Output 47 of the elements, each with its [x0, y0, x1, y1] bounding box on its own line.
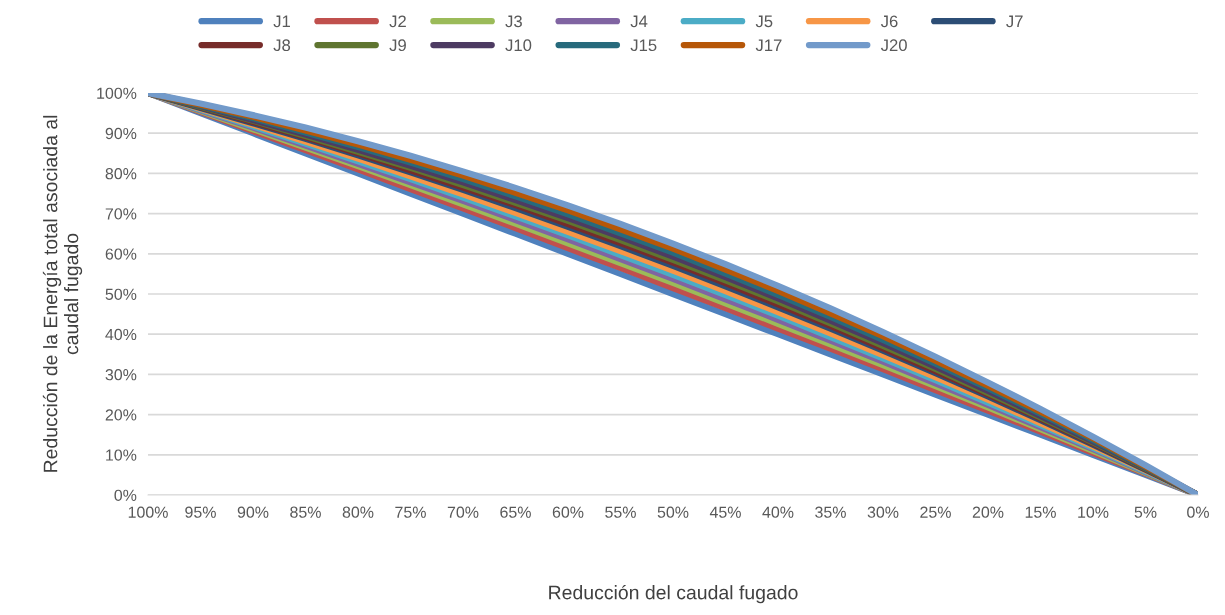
y-tick-label: 90%	[105, 127, 137, 140]
y-tick-label: 70%	[105, 208, 137, 220]
x-tick-label: 20%	[972, 506, 1004, 518]
x-tick-label: 40%	[762, 506, 794, 518]
y-tick-label: 80%	[105, 168, 137, 180]
legend-label: J17	[755, 39, 782, 52]
y-tick-label: 40%	[105, 328, 137, 341]
x-tick-label: 55%	[605, 506, 636, 518]
x-tick-label: 0%	[1187, 506, 1209, 518]
y-tick-label: 50%	[105, 288, 137, 300]
legend-label: J4	[630, 15, 648, 28]
y-tick-label: 60%	[105, 248, 137, 260]
x-tick-label: 95%	[185, 506, 216, 518]
x-tick-label: 10%	[1078, 506, 1109, 518]
y-tick-label: 30%	[105, 369, 137, 381]
legend-label: J3	[505, 15, 522, 28]
legend-label: J1	[273, 15, 290, 28]
legend-label: J5	[755, 15, 773, 28]
x-tick-label: 45%	[709, 506, 741, 518]
x-tick-label: 100%	[128, 506, 168, 518]
x-tick-label: 65%	[500, 506, 531, 518]
x-tick-label: 75%	[395, 506, 426, 518]
x-tick-label: 35%	[815, 506, 846, 518]
legend-label: J9	[389, 39, 406, 52]
y-tick-label: 100%	[97, 87, 137, 99]
x-tick-label: 5%	[1134, 506, 1157, 518]
legend-label: J8	[273, 39, 291, 52]
y-tick-label: 20%	[105, 409, 137, 421]
y-tick-label: 0%	[114, 489, 137, 501]
legend-label: J15	[630, 39, 657, 52]
x-tick-label: 60%	[552, 506, 584, 518]
x-axis-title: Reducción del caudal fugado	[549, 584, 798, 604]
y-tick-label: 10%	[106, 449, 137, 461]
legend-label: J2	[389, 15, 406, 28]
x-tick-label: 25%	[920, 506, 951, 518]
legend-label: J20	[880, 39, 907, 52]
x-tick-label: 80%	[342, 506, 374, 518]
x-tick-label: 30%	[867, 506, 899, 518]
x-tick-label: 50%	[657, 506, 689, 518]
legend-label: J6	[880, 15, 898, 28]
x-tick-label: 70%	[447, 506, 479, 518]
legend-label: J7	[1006, 15, 1023, 28]
y-axis-title: Reducción de la Energía total asociada al caudal fugado	[42, 115, 83, 472]
x-tick-label: 85%	[290, 506, 321, 518]
x-tick-label: 90%	[237, 506, 269, 518]
x-tick-label: 15%	[1025, 506, 1056, 518]
legend-label: J10	[505, 39, 532, 52]
